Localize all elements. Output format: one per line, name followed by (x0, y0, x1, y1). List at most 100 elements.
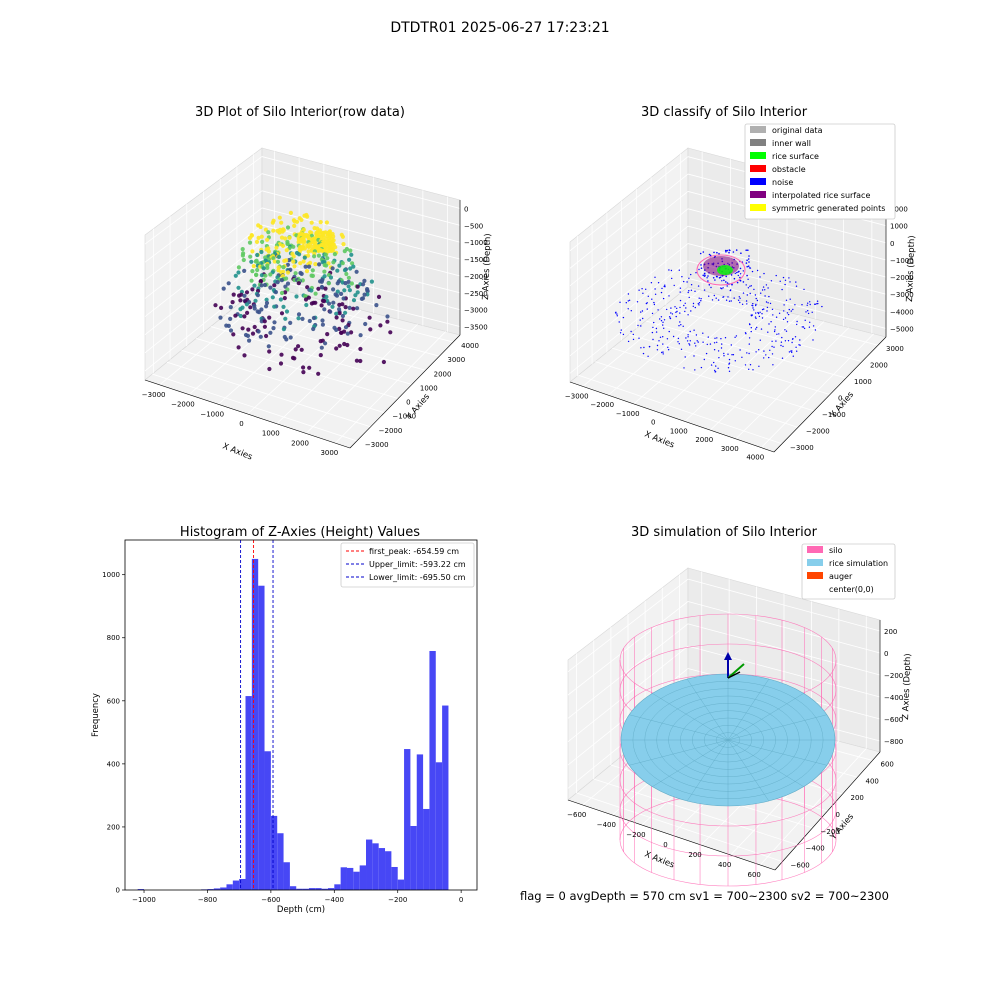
noise-point (763, 308, 765, 310)
raw-point (278, 361, 284, 366)
noise-point (653, 301, 655, 304)
grid-line (679, 293, 879, 346)
noise-point (703, 289, 706, 291)
raw-point (272, 283, 277, 288)
noise-point (619, 301, 621, 303)
raw-point (349, 252, 354, 257)
hist-ylabel: Frequency (91, 693, 101, 737)
noise-point (790, 350, 792, 352)
z-tick-label: −3000 (890, 291, 914, 299)
noise-point (745, 300, 748, 302)
hist-bar (435, 762, 443, 890)
noise-point (776, 333, 778, 335)
noise-point (794, 336, 797, 338)
noise-point (694, 306, 696, 309)
noise-point (710, 286, 712, 289)
noise-point (778, 312, 781, 314)
grid-line (261, 156, 461, 209)
raw-point (248, 254, 253, 259)
noise-point (771, 353, 774, 355)
noise-point (697, 341, 699, 343)
raw-point (337, 311, 342, 316)
noise-point (670, 307, 672, 309)
raw-point (228, 316, 233, 321)
figure-suptitle: DTDTR01 2025-06-27 17:23:21 (390, 20, 609, 36)
noise-point (753, 288, 755, 291)
grid-line (144, 259, 263, 354)
raw-point (305, 214, 310, 219)
noise-point (702, 341, 704, 343)
raw-point (335, 289, 340, 294)
grid-line (261, 190, 461, 243)
x-tick-label: 3000 (320, 449, 338, 457)
raw-point (358, 346, 363, 352)
x-axis-line (144, 379, 351, 449)
noise-point (615, 311, 617, 313)
noise-point (714, 371, 717, 373)
noise-point (648, 346, 651, 348)
noise-point (640, 311, 642, 313)
z-tick-label: −2000 (890, 274, 914, 282)
noise-point (723, 355, 725, 357)
noise-point (661, 351, 663, 354)
raw-point (279, 278, 284, 283)
noise-point (653, 303, 656, 306)
noise-point (706, 343, 708, 346)
noise-point (694, 290, 696, 292)
rice-mesh-ray (727, 678, 770, 741)
noise-point (724, 337, 727, 339)
raw-point (344, 271, 349, 277)
noise-point (763, 357, 765, 359)
noise-point (668, 295, 670, 297)
raw-point (331, 287, 336, 292)
noise-point (693, 329, 695, 331)
noise-point (664, 286, 666, 288)
noise-point (747, 258, 750, 260)
raw-point (240, 253, 245, 258)
raw-point (288, 320, 293, 325)
raw-point (328, 275, 334, 280)
hist-bar (442, 705, 449, 890)
noise-point (734, 272, 736, 275)
noise-point (702, 274, 704, 277)
noise-point (750, 327, 752, 329)
raw-point (340, 318, 345, 323)
noise-point (730, 300, 732, 302)
noise-point (767, 302, 769, 304)
noise-point (767, 287, 769, 289)
noise-point (642, 352, 645, 355)
x-axis-line (567, 799, 776, 871)
x-tick-label: −2000 (590, 401, 614, 409)
y-tick-label: −2000 (806, 427, 830, 435)
noise-point (804, 319, 806, 321)
x-axis-line (569, 381, 775, 453)
noise-point (652, 326, 654, 329)
rice-mesh-ray (727, 739, 804, 787)
sim-legend-label: auger (829, 572, 853, 581)
raw-point (346, 284, 351, 289)
noise-point (702, 332, 704, 334)
raw-title: 3D Plot of Silo Interior(row data) (195, 105, 405, 120)
noise-point (662, 343, 664, 345)
noise-point (647, 295, 649, 297)
x-tick-label: 1000 (670, 427, 688, 435)
hist-bar (410, 825, 417, 890)
noise-point (754, 294, 757, 296)
raw-point (318, 220, 323, 225)
y-tick-label: −2000 (379, 427, 403, 435)
raw-point (245, 333, 251, 338)
raw-point (361, 282, 366, 287)
noise-point (632, 338, 635, 341)
raw-point (303, 264, 308, 269)
noise-point (744, 364, 747, 366)
hist-x-tick-label: −600 (261, 896, 280, 904)
raw-point (332, 252, 337, 257)
grid-line (196, 338, 399, 399)
noise-point (748, 255, 750, 257)
noise-point (717, 367, 719, 369)
raw-point (260, 239, 265, 244)
noise-point (759, 311, 761, 313)
noise-point (692, 302, 695, 305)
grid-line (687, 623, 881, 676)
classify-cluster (696, 254, 746, 286)
